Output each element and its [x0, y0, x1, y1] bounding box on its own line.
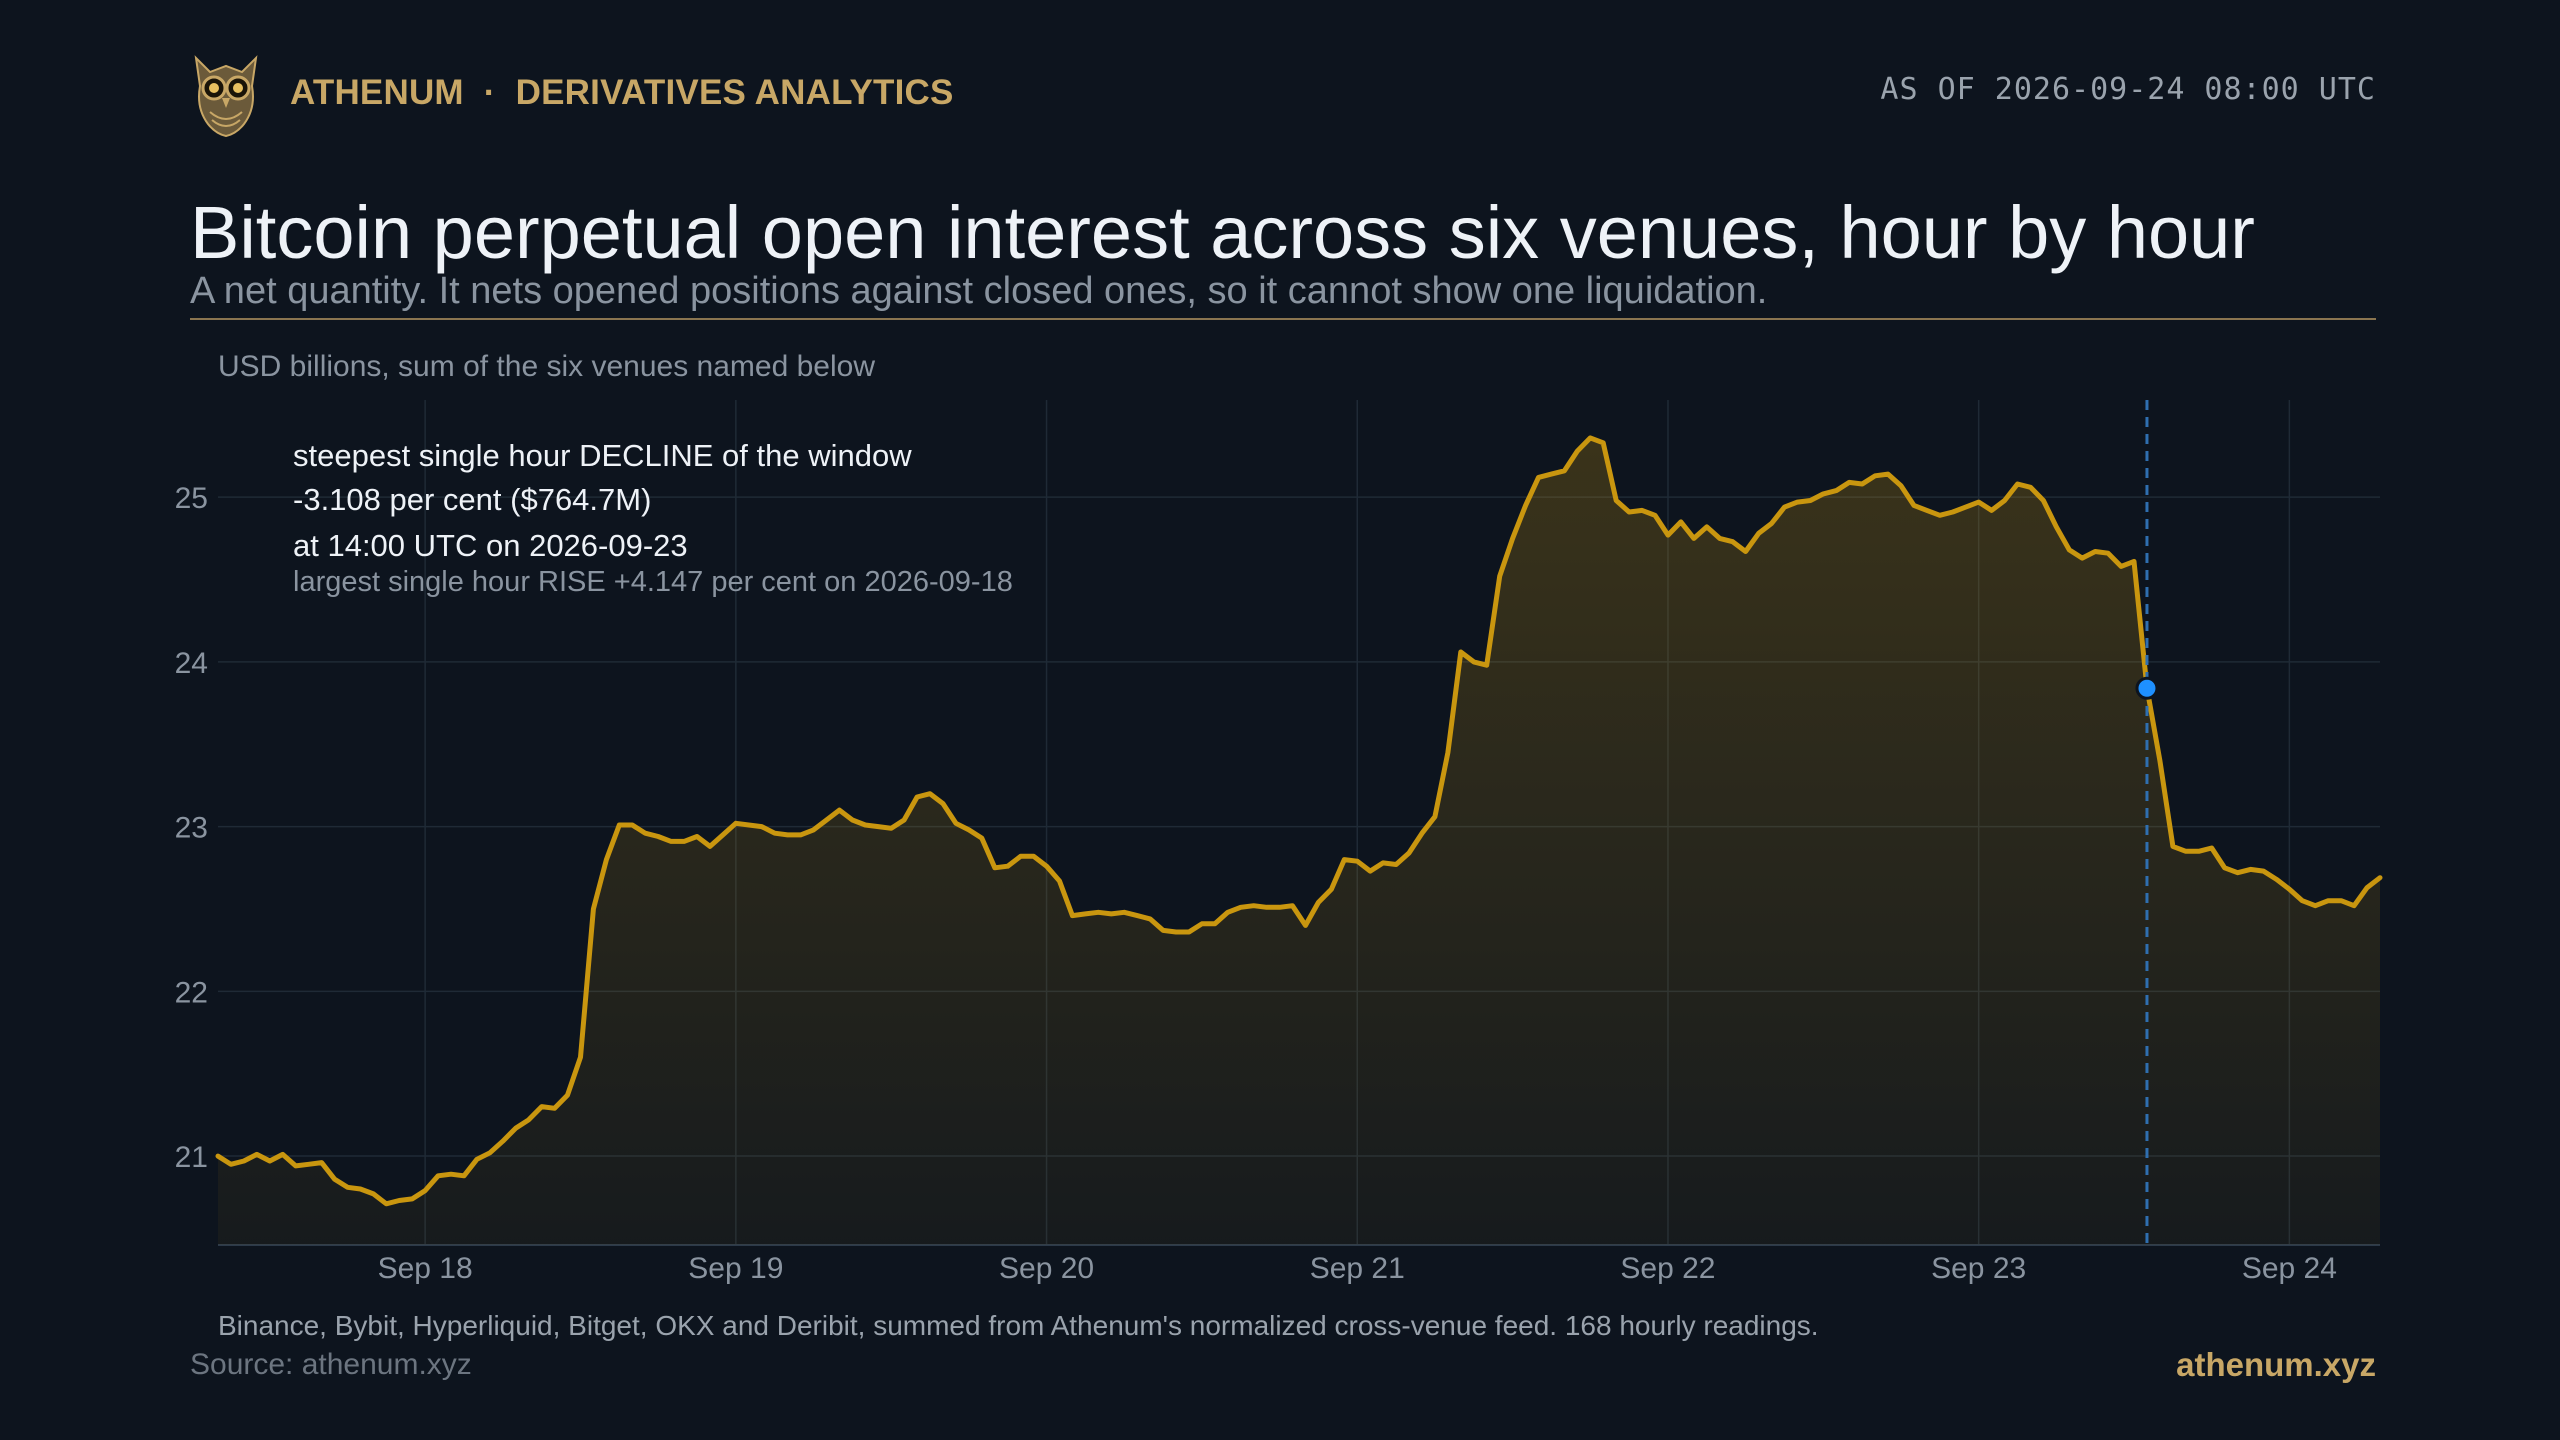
y-tick-label: 24	[175, 647, 208, 680]
decline-highlight-marker[interactable]	[2135, 676, 2159, 700]
title-divider	[190, 318, 2376, 320]
y-tick-label: 25	[175, 482, 208, 515]
venues-footnote: Binance, Bybit, Hyperliquid, Bitget, OKX…	[218, 1310, 1819, 1341]
y-tick-label: 22	[175, 976, 208, 1009]
section-name: DERIVATIVES ANALYTICS	[515, 73, 954, 112]
annotation-line-4: largest single hour RISE +4.147 per cent…	[293, 566, 1013, 598]
x-tick-label: Sep 23	[1931, 1252, 2026, 1285]
page-subtitle: A net quantity. It nets opened positions…	[190, 270, 1768, 312]
y-tick-label: 21	[175, 1141, 208, 1174]
x-tick-label: Sep 19	[688, 1252, 783, 1285]
header: ATHENUM · DERIVATIVES ANALYTICS AS OF 20…	[190, 48, 2376, 138]
x-tick-label: Sep 22	[1620, 1252, 1715, 1285]
owl-logo-icon	[194, 55, 258, 138]
page-title: Bitcoin perpetual open interest across s…	[190, 191, 2255, 274]
x-tick-label: Sep 20	[999, 1252, 1094, 1285]
brand-separator: ·	[483, 73, 496, 112]
source-credit: Source: athenum.xyz	[190, 1348, 472, 1381]
x-tick-label: Sep 24	[2242, 1252, 2337, 1285]
decline-annotation: steepest single hour DECLINE of the wind…	[293, 438, 1013, 598]
x-tick-label: Sep 21	[1310, 1252, 1405, 1285]
site-link[interactable]: athenum.xyz	[2176, 1346, 2376, 1383]
annotation-line-2: -3.108 per cent ($764.7M)	[293, 482, 651, 517]
y-axis-ticks: 21 22 23 24 25	[175, 482, 208, 1174]
brand-name: ATHENUM	[290, 73, 464, 112]
x-tick-label: Sep 18	[378, 1252, 473, 1285]
annotation-line-3: at 14:00 UTC on 2026-09-23	[293, 528, 688, 563]
open-interest-series-line	[215, 435, 2383, 1207]
brand[interactable]: ATHENUM · DERIVATIVES ANALYTICS	[190, 48, 954, 138]
as-of-timestamp: AS OF 2026-09-24 08:00 UTC	[1880, 72, 2376, 107]
annotation-line-1: steepest single hour DECLINE of the wind…	[293, 438, 912, 473]
open-interest-area	[218, 437, 2380, 1245]
y-tick-label: 23	[175, 812, 208, 845]
open-interest-chart: 21 22 23 24 25 Sep 18 Sep 19 Sep 20 Sep 21 Sep 2…	[175, 400, 2383, 1285]
x-axis-ticks: Sep 18 Sep 19 Sep 20 Sep 21 Sep 22 Sep 23 Sep …	[378, 1252, 2337, 1285]
y-axis-unit-label: USD billions, sum of the six venues name…	[218, 350, 875, 383]
